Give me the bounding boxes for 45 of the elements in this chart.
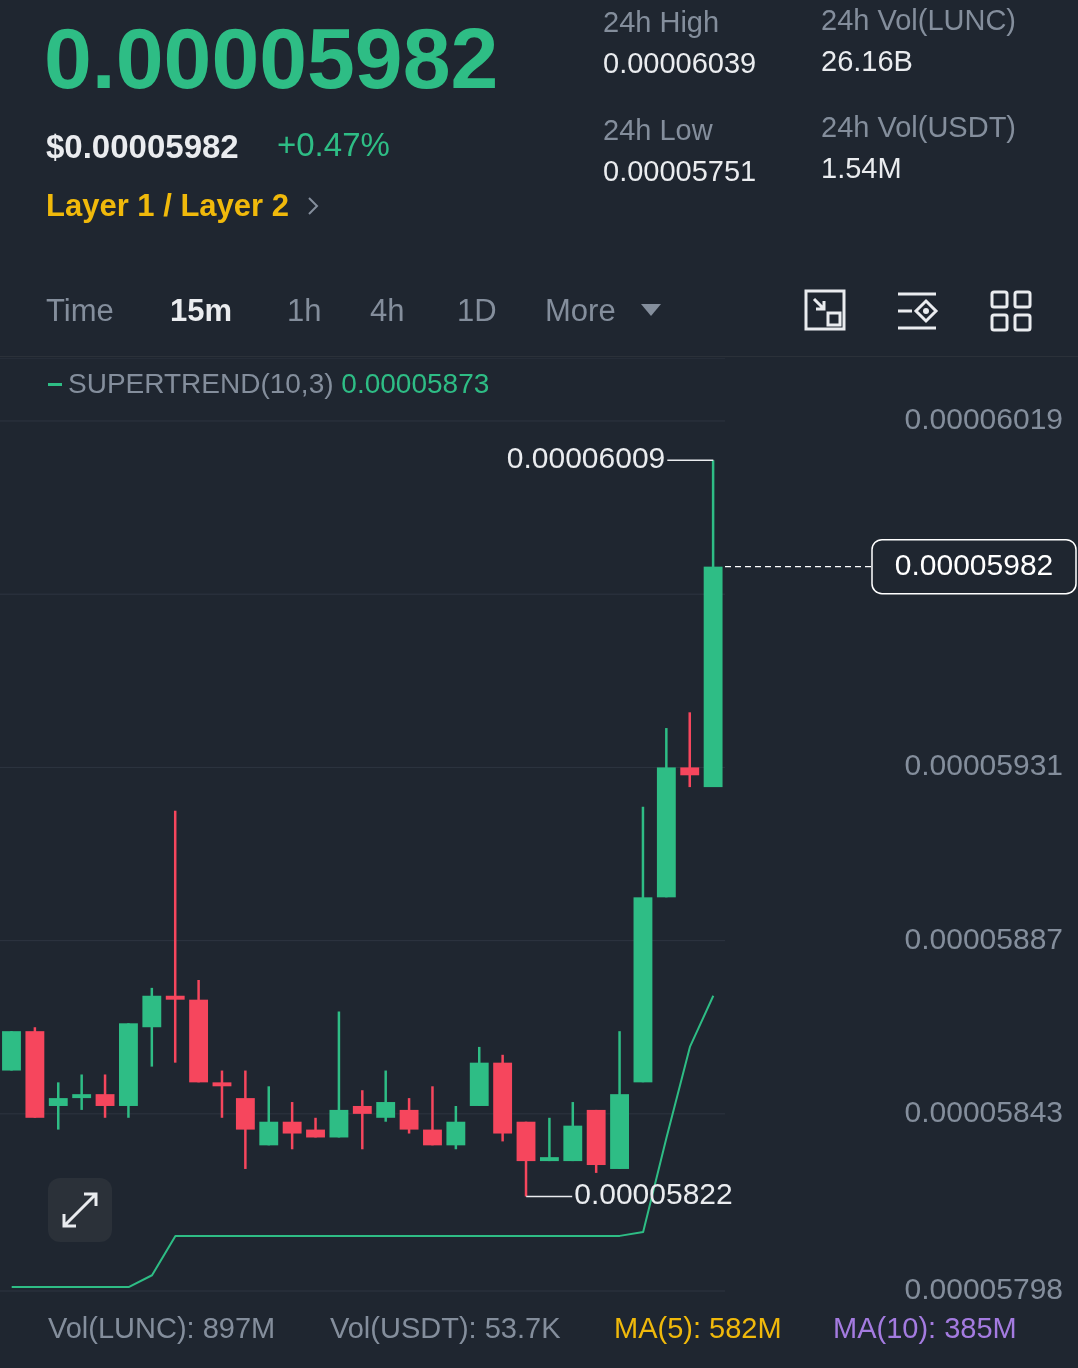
candlestick bbox=[399, 1096, 419, 1135]
chart-subtitle: $0.00005982 bbox=[46, 128, 239, 166]
candlestick bbox=[95, 1073, 115, 1120]
text: Time bbox=[46, 293, 114, 329]
annotation: 0.00005873 bbox=[341, 368, 490, 400]
candlestick bbox=[423, 1085, 442, 1147]
text: Layer 1 / Layer 2 bbox=[46, 188, 289, 224]
y-tick-label: 0.00005887 bbox=[904, 921, 1063, 955]
candlestick bbox=[259, 1085, 279, 1147]
candlestick bbox=[165, 809, 185, 1064]
candlestick bbox=[376, 1069, 396, 1123]
text: 24h Low bbox=[603, 114, 713, 147]
text: MA(5): 582M bbox=[614, 1312, 782, 1345]
y-tick-label: 0.00005931 bbox=[904, 748, 1063, 782]
candlestick bbox=[212, 1069, 232, 1120]
text: +0.47% bbox=[277, 126, 390, 164]
chart-title: 0.00005982 bbox=[44, 9, 499, 108]
text: 24h High bbox=[603, 6, 720, 39]
text: 15m bbox=[170, 293, 233, 329]
text: More bbox=[545, 293, 616, 329]
candlestick bbox=[48, 1081, 68, 1131]
text: 26.16B bbox=[821, 45, 913, 78]
y-tick-label: 0.00005798 bbox=[904, 1271, 1063, 1305]
text: 24h Vol(LUNC) bbox=[821, 4, 1017, 37]
candlestick bbox=[446, 1104, 466, 1151]
y-tick-label: 0.00006019 bbox=[904, 401, 1063, 435]
text: 0.00005751 bbox=[603, 155, 757, 188]
candlestick bbox=[539, 1116, 559, 1163]
legend-label: SUPERTREND(10,3) bbox=[68, 368, 334, 400]
text: 4h bbox=[370, 293, 405, 329]
text: 1h bbox=[287, 293, 322, 329]
text: Vol(LUNC): 897M bbox=[48, 1312, 276, 1345]
ref-line-label: 0.00005982 bbox=[894, 547, 1054, 581]
text: 1D bbox=[457, 293, 497, 329]
candlestick bbox=[282, 1100, 302, 1151]
text: MA(10): 385M bbox=[833, 1312, 1017, 1345]
y-tick-label: 0.00005843 bbox=[904, 1094, 1063, 1128]
candlestick bbox=[72, 1073, 92, 1112]
text: 0.00006039 bbox=[603, 47, 757, 80]
text: 1.54M bbox=[821, 152, 902, 185]
candlestick bbox=[352, 1088, 372, 1151]
annotation: 0.00006009 bbox=[506, 441, 666, 475]
text: 24h Vol(USDT) bbox=[821, 111, 1017, 144]
text: Vol(USDT): 53.7K bbox=[330, 1312, 561, 1345]
candlestick bbox=[680, 711, 700, 789]
